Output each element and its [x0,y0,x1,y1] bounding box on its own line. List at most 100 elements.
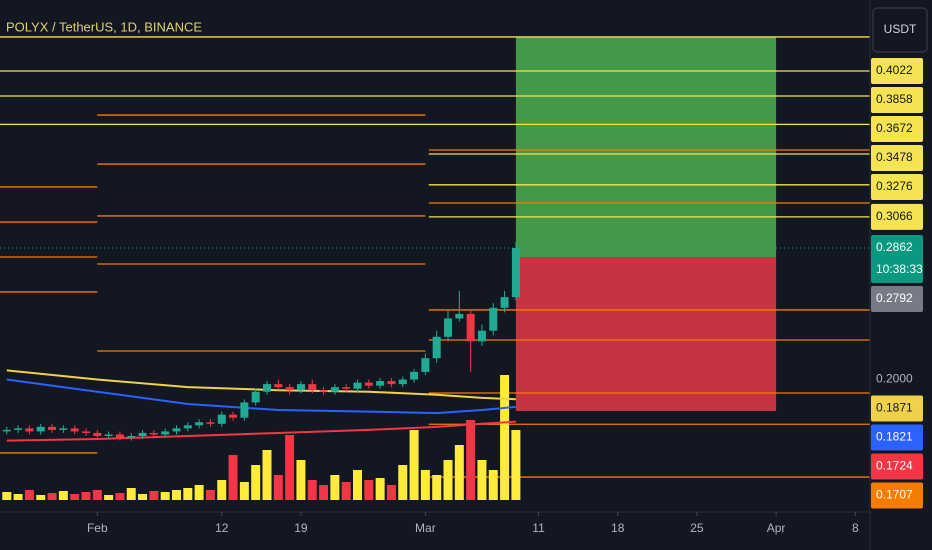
candle-body [387,381,396,385]
candle-body [477,330,486,342]
x-tick-label: 8 [852,521,859,535]
price-label-box [871,395,923,422]
moving-average [6,378,516,415]
volume-bar [104,495,114,500]
volume-bar [149,491,159,500]
price-label: 0.2862 [876,240,913,254]
candle-body [410,371,419,380]
price-label-box [871,57,923,84]
price-label: 0.3276 [876,179,913,193]
volume-bar [36,495,46,500]
x-tick-label: Feb [87,521,108,535]
price-label-box [871,234,923,283]
candle-body [511,247,520,298]
candle-body [240,402,249,418]
volume-bar [205,490,215,500]
candle-body [466,313,475,342]
volume-bar [420,470,430,500]
candle-body [319,390,328,392]
candle-body [36,426,45,432]
moving-average [6,420,516,442]
plot-area [0,36,870,500]
candle-body [364,382,373,386]
x-tick-label: 25 [690,521,704,535]
candle-body [115,434,124,438]
volume-bar [353,470,363,500]
y-tick-label: 0.2000 [876,372,913,386]
volume-bar [341,482,351,500]
price-label: 0.3672 [876,121,913,135]
candle-body [285,387,294,391]
volume-bar [24,490,34,500]
candle-body [25,428,34,432]
candle-body [489,307,498,331]
currency-button[interactable] [872,7,928,53]
candle-body [2,429,11,432]
volume-bar [409,430,419,500]
candle-body [138,432,147,437]
candle-body [296,384,305,391]
price-label-box [871,285,923,312]
candle-body [104,434,113,437]
volume-bar [364,480,374,500]
volume-bar [47,493,57,500]
x-tick-label: Mar [415,521,436,535]
candle-body [500,297,509,308]
volume-bar [228,455,238,500]
candle-body [308,384,317,391]
candle-body [161,431,170,435]
volume-bar [398,465,408,500]
candle-body [229,414,238,418]
candle-body [48,426,57,430]
candle-body [172,428,181,432]
volume-bar [115,493,125,500]
candle-body [455,313,464,319]
candle-body [398,379,407,385]
volume-bar [454,445,464,500]
volume-bar [511,430,521,500]
volume-bar [70,494,80,500]
candle-body [206,422,215,424]
volume-bar [13,494,23,500]
price-label-box [871,424,923,451]
volume-bar [330,475,340,500]
volume-bar [194,485,204,500]
profit-zone [515,36,777,257]
volume-bar [262,450,272,500]
candle-body [127,436,136,438]
currency-label[interactable]: USDT [884,22,917,36]
price-label: 0.1871 [876,401,913,415]
candle-body [195,422,204,426]
volume-bar [319,485,329,500]
volume-bar [126,488,136,500]
candle-body [421,358,430,372]
volume-bar [138,494,148,500]
loss-zone [515,256,777,411]
price-label: 0.1724 [876,459,913,473]
volume-bar [160,492,170,500]
volume-bar [285,435,295,500]
candle-body [376,381,385,386]
volume-bar [81,492,91,500]
candle-body [149,432,158,435]
candle-body [274,384,283,388]
price-label-box [871,173,923,200]
candle-body [93,432,102,437]
price-label-box [871,482,923,509]
price-label: 0.3858 [876,92,913,106]
volume-bar [217,480,227,500]
volume-bar [58,491,68,500]
countdown: 10:38:33 [876,262,923,276]
volume-bar [432,475,442,500]
candle-body [183,425,192,429]
x-tick-label: 11 [532,521,545,535]
volume-bar [500,375,510,500]
volume-bar [251,465,261,500]
price-label-box [871,115,923,142]
x-tick-label: 12 [215,521,229,535]
x-tick-label: Apr [767,521,786,535]
volume-bar [443,460,453,500]
volume-bar [296,460,306,500]
